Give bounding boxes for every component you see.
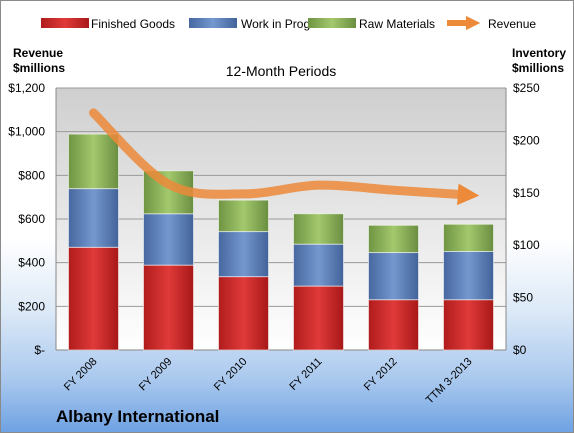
right-axis-label-line1: Inventory <box>512 46 566 60</box>
right-axis-tick-label: $100 <box>513 238 540 252</box>
revenue-line <box>89 108 480 206</box>
left-axis-ticks: $- $200 $400 $600 $800 $1,000 $1,200 <box>8 81 45 357</box>
bar-work-in-progress <box>218 231 269 278</box>
left-axis-tick-label: $- <box>34 343 45 357</box>
bar-finished-goods <box>443 299 494 351</box>
bar-finished-goods <box>218 276 269 351</box>
chart-title: 12-Month Periods <box>226 63 337 79</box>
left-axis-label-line1: Revenue <box>13 46 63 60</box>
legend-label-revenue: Revenue <box>488 17 536 31</box>
bar-finished-goods <box>368 299 419 351</box>
left-axis-label-line2: $millions <box>13 61 65 75</box>
right-axis-ticks: $0 $50 $100 $150 $200 $250 <box>513 81 540 357</box>
x-axis-ticks: FY 2008 FY 2009 FY 2010 FY 2011 FY 2012 TTM 3… <box>62 356 475 407</box>
bar-work-in-progress <box>443 250 494 301</box>
legend: Finished Goods Work in Progress Raw Mate… <box>41 15 536 31</box>
right-axis-tick-label: $50 <box>513 291 533 305</box>
bar-finished-goods <box>293 285 344 351</box>
right-axis-tick-label: $200 <box>513 133 540 147</box>
left-axis-tick-label: $1,200 <box>8 81 45 95</box>
legend-swatch-raw-materials <box>308 18 356 28</box>
bar-finished-goods <box>68 246 119 351</box>
revenue-line-path <box>89 108 480 206</box>
bar-raw-materials <box>443 223 494 252</box>
company-name: Albany International <box>56 407 219 426</box>
legend-swatch-work-in-progress <box>189 18 237 28</box>
right-axis-tick-label: $250 <box>513 81 540 95</box>
x-axis-tick-label: FY 2008 <box>62 356 100 394</box>
bar-work-in-progress <box>68 188 119 248</box>
bar-raw-materials <box>368 224 419 254</box>
bar-raw-materials <box>218 199 269 233</box>
left-axis-tick-label: $600 <box>18 212 45 226</box>
right-axis-tick-label: $150 <box>513 186 540 200</box>
left-axis-tick-label: $1,000 <box>8 125 45 139</box>
left-axis-tick-label: $400 <box>18 256 45 270</box>
legend-swatch-finished-goods <box>41 18 89 28</box>
grid-lines <box>55 87 507 351</box>
bar-work-in-progress <box>368 252 419 301</box>
legend-label-finished-goods: Finished Goods <box>91 17 175 31</box>
left-axis-tick-label: $800 <box>18 168 45 182</box>
bar-finished-goods <box>143 264 194 351</box>
legend-label-raw-materials: Raw Materials <box>359 17 435 31</box>
x-axis-tick-label: FY 2010 <box>212 356 250 394</box>
x-axis-tick-label: FY 2011 <box>287 356 324 393</box>
bar-work-in-progress <box>143 213 194 266</box>
x-axis-tick-label: TTM 3-2013 <box>424 356 475 407</box>
left-axis-tick-label: $200 <box>18 299 45 313</box>
bar-stacks <box>68 133 494 351</box>
x-axis-tick-label: FY 2012 <box>362 356 400 394</box>
right-axis-tick-label: $0 <box>513 343 527 357</box>
x-axis-tick-label: FY 2009 <box>137 356 175 394</box>
bar-raw-materials <box>293 213 344 245</box>
bar-work-in-progress <box>293 243 344 287</box>
bar-raw-materials <box>68 133 119 190</box>
right-axis-label-line2: $millions <box>512 61 564 75</box>
